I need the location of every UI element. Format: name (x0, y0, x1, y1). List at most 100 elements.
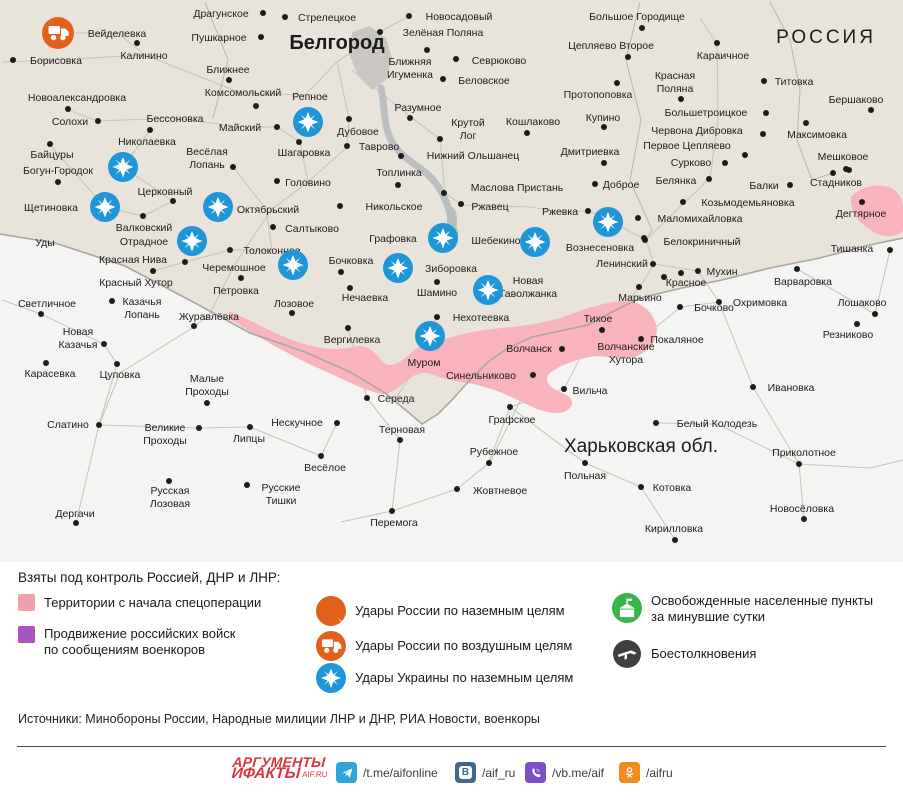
town-label: Титовка (775, 76, 814, 88)
town-dot (796, 461, 802, 467)
town-dot (270, 224, 276, 230)
town-label: Резниково (823, 329, 874, 341)
town-label: Лопань (189, 159, 225, 171)
town-label: Таврово (359, 141, 399, 153)
town: Тишанка (831, 243, 893, 255)
town-label: Кошлаково (506, 116, 560, 128)
social-vk[interactable]: В /aif_ru (455, 762, 515, 783)
town-dot (582, 460, 588, 466)
town-dot (150, 268, 156, 274)
town-dot (803, 120, 809, 126)
town-label: Проходы (185, 386, 229, 398)
social-ok[interactable]: /aifru (619, 762, 673, 783)
town-label: Церковный (138, 186, 193, 198)
town: Польная (564, 460, 606, 482)
town-label: Севрюково (472, 55, 527, 67)
town-dot (458, 201, 464, 207)
town-label: Отрадное (120, 236, 168, 248)
town: Новосёловка (770, 503, 834, 522)
town-dot (454, 486, 460, 492)
town-dot (854, 321, 860, 327)
map-strike-icon-ua-ground (90, 192, 120, 222)
town-label: Тихое (584, 313, 613, 325)
town-dot (227, 247, 233, 253)
town-dot (226, 77, 232, 83)
town-dot (109, 298, 115, 304)
town: Красная Нива (99, 254, 188, 266)
town-label: Маломихайловка (657, 213, 742, 225)
town-label: Синельниково (446, 370, 516, 382)
town-label: Зиборовка (425, 263, 477, 275)
town-dot (166, 478, 172, 484)
town-label: Липцы (233, 433, 265, 445)
town-dot (204, 400, 210, 406)
town-dot (868, 107, 874, 113)
legend-item-freed: Освобожденные населенные пункты за минув… (612, 593, 873, 624)
town-label: Червона Дибровка (651, 125, 743, 137)
town: Комсомольский (205, 87, 281, 109)
social-viber[interactable]: /vb.me/aif (525, 762, 604, 783)
town-label: Дегтярное (836, 208, 887, 220)
town-dot (296, 139, 302, 145)
town-dot (614, 80, 620, 86)
town-label: Ивановка (768, 382, 815, 394)
town-label: Лог (460, 130, 477, 142)
town-label: Крутой (451, 117, 485, 129)
town-label: Драгунское (193, 8, 248, 20)
town-label: Ржевка (542, 206, 578, 218)
town-dot (182, 259, 188, 265)
town: Севрюково (453, 55, 526, 67)
town-dot (636, 284, 642, 290)
town: Караичное (697, 40, 749, 62)
town: Максимовка (787, 120, 847, 141)
vk-icon: В (455, 762, 476, 783)
town: Покаляное (638, 334, 704, 346)
town-dot (260, 10, 266, 16)
town: Белый Колодезь (653, 418, 758, 430)
town-dot (794, 266, 800, 272)
town-dot (722, 160, 728, 166)
town-dot (247, 424, 253, 430)
town-label: Терновая (379, 424, 425, 436)
legend-item-advance: Продвижение российских войск по сообщени… (18, 626, 235, 657)
town-label: Протопоповка (564, 89, 633, 101)
town-label: Балки (749, 180, 778, 192)
town-label: Максимовка (787, 129, 847, 141)
town-label: Козьмодемьяновка (701, 197, 794, 209)
town-label: Вейделевка (88, 28, 147, 40)
town: Журавлёвка (179, 311, 239, 329)
town: Лошаково (838, 297, 887, 317)
town-label: Красное (666, 277, 707, 289)
town-dot (334, 420, 340, 426)
town-label: Казачья (123, 296, 162, 308)
strike-icons-layer (42, 17, 623, 351)
town-label: Рубежное (470, 446, 519, 458)
town-label: Лошаково (838, 297, 887, 309)
town-label: Солохи (52, 116, 88, 128)
towns-layer: Вейделевка Борисовка Калинино Драгунское Пуш… (10, 8, 893, 543)
town: Липцы (233, 424, 265, 445)
town-label: Польная (564, 470, 606, 482)
town-dot (96, 422, 102, 428)
map: Вейделевка Борисовка Калинино Драгунское Пуш… (0, 0, 903, 562)
social-telegram[interactable]: /t.me/aifonline (336, 762, 438, 783)
town-label: Шамино (417, 287, 457, 299)
town-dot (638, 484, 644, 490)
town-label: Калинино (120, 50, 167, 62)
ok-icon (619, 762, 640, 783)
legend-title: Взяты под контроль Россией, ДНР и ЛНР: (18, 570, 281, 585)
freed-settlements-icon (612, 593, 642, 623)
town-label: Салтыково (285, 223, 339, 235)
town-label: Красная (655, 70, 695, 82)
town-label: Вознесеновка (566, 242, 634, 254)
viber-icon (525, 762, 546, 783)
town-dot (437, 136, 443, 142)
town-label: Богун-Городок (23, 165, 93, 177)
town-label: Тишанка (831, 243, 874, 255)
town-label: Волчанск (506, 343, 552, 355)
town: Беловское (440, 75, 510, 87)
town: Бессоновка (146, 113, 203, 125)
town: Солохи (52, 116, 101, 128)
